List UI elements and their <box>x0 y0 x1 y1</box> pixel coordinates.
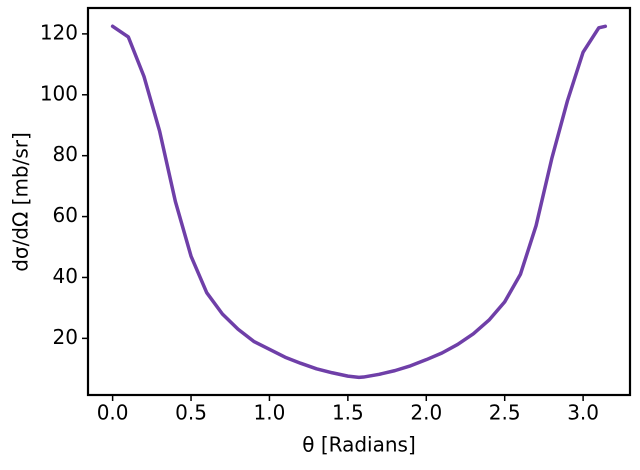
data-line <box>110 24 608 380</box>
y-tick-label: 80 <box>53 142 78 166</box>
x-tick-label: 1.5 <box>332 401 364 425</box>
y-tick-label: 20 <box>53 325 78 349</box>
y-tick-label: 40 <box>53 264 78 288</box>
x-tick-label: 0.0 <box>97 401 129 425</box>
x-tick-label: 3.0 <box>567 401 599 425</box>
x-tick-label: 2.0 <box>410 401 442 425</box>
x-tick-label: 0.5 <box>175 401 207 425</box>
y-axis-label: dσ/dΩ [mb/sr] <box>9 132 33 272</box>
y-tick-label: 100 <box>40 81 78 105</box>
plot-frame <box>86 6 632 397</box>
x-tick-label: 1.0 <box>254 401 286 425</box>
x-tick-label: 2.5 <box>489 401 521 425</box>
y-tick-label: 60 <box>53 203 78 227</box>
y-tick-label: 120 <box>40 20 78 44</box>
x-axis-label: θ [Radians] <box>302 433 416 457</box>
